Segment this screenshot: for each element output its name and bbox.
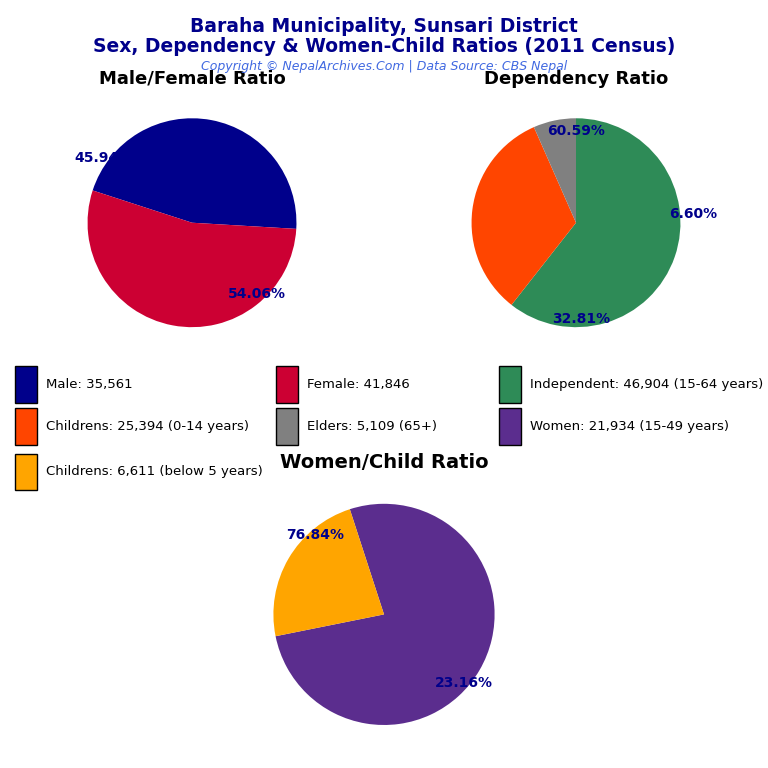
FancyBboxPatch shape bbox=[15, 408, 37, 445]
Text: Female: 41,846: Female: 41,846 bbox=[307, 378, 410, 391]
Title: Women/Child Ratio: Women/Child Ratio bbox=[280, 453, 488, 472]
Text: Women: 21,934 (15-49 years): Women: 21,934 (15-49 years) bbox=[530, 420, 729, 432]
FancyBboxPatch shape bbox=[276, 408, 298, 445]
FancyBboxPatch shape bbox=[499, 366, 521, 402]
Wedge shape bbox=[273, 509, 384, 636]
Text: 76.84%: 76.84% bbox=[286, 528, 344, 541]
Text: 23.16%: 23.16% bbox=[435, 676, 492, 690]
FancyBboxPatch shape bbox=[499, 408, 521, 445]
Text: Baraha Municipality, Sunsari District: Baraha Municipality, Sunsari District bbox=[190, 17, 578, 36]
FancyBboxPatch shape bbox=[276, 366, 298, 402]
FancyBboxPatch shape bbox=[15, 454, 37, 490]
Text: 60.59%: 60.59% bbox=[547, 124, 605, 137]
Wedge shape bbox=[472, 127, 576, 305]
Text: 32.81%: 32.81% bbox=[552, 312, 611, 326]
Wedge shape bbox=[276, 504, 495, 725]
Text: Sex, Dependency & Women-Child Ratios (2011 Census): Sex, Dependency & Women-Child Ratios (20… bbox=[93, 37, 675, 56]
Text: Elders: 5,109 (65+): Elders: 5,109 (65+) bbox=[307, 420, 437, 432]
Text: 45.94%: 45.94% bbox=[74, 151, 132, 165]
Title: Male/Female Ratio: Male/Female Ratio bbox=[98, 70, 286, 88]
Text: Childrens: 6,611 (below 5 years): Childrens: 6,611 (below 5 years) bbox=[46, 465, 263, 478]
Text: 54.06%: 54.06% bbox=[228, 286, 286, 301]
Text: Copyright © NepalArchives.Com | Data Source: CBS Nepal: Copyright © NepalArchives.Com | Data Sou… bbox=[201, 60, 567, 73]
Wedge shape bbox=[534, 118, 576, 223]
Wedge shape bbox=[88, 190, 296, 327]
Wedge shape bbox=[93, 118, 296, 229]
Text: Childrens: 25,394 (0-14 years): Childrens: 25,394 (0-14 years) bbox=[46, 420, 249, 432]
Text: Male: 35,561: Male: 35,561 bbox=[46, 378, 133, 391]
Text: Independent: 46,904 (15-64 years): Independent: 46,904 (15-64 years) bbox=[530, 378, 763, 391]
Title: Dependency Ratio: Dependency Ratio bbox=[484, 70, 668, 88]
FancyBboxPatch shape bbox=[15, 366, 37, 402]
Text: 6.60%: 6.60% bbox=[669, 207, 717, 221]
Wedge shape bbox=[511, 118, 680, 327]
